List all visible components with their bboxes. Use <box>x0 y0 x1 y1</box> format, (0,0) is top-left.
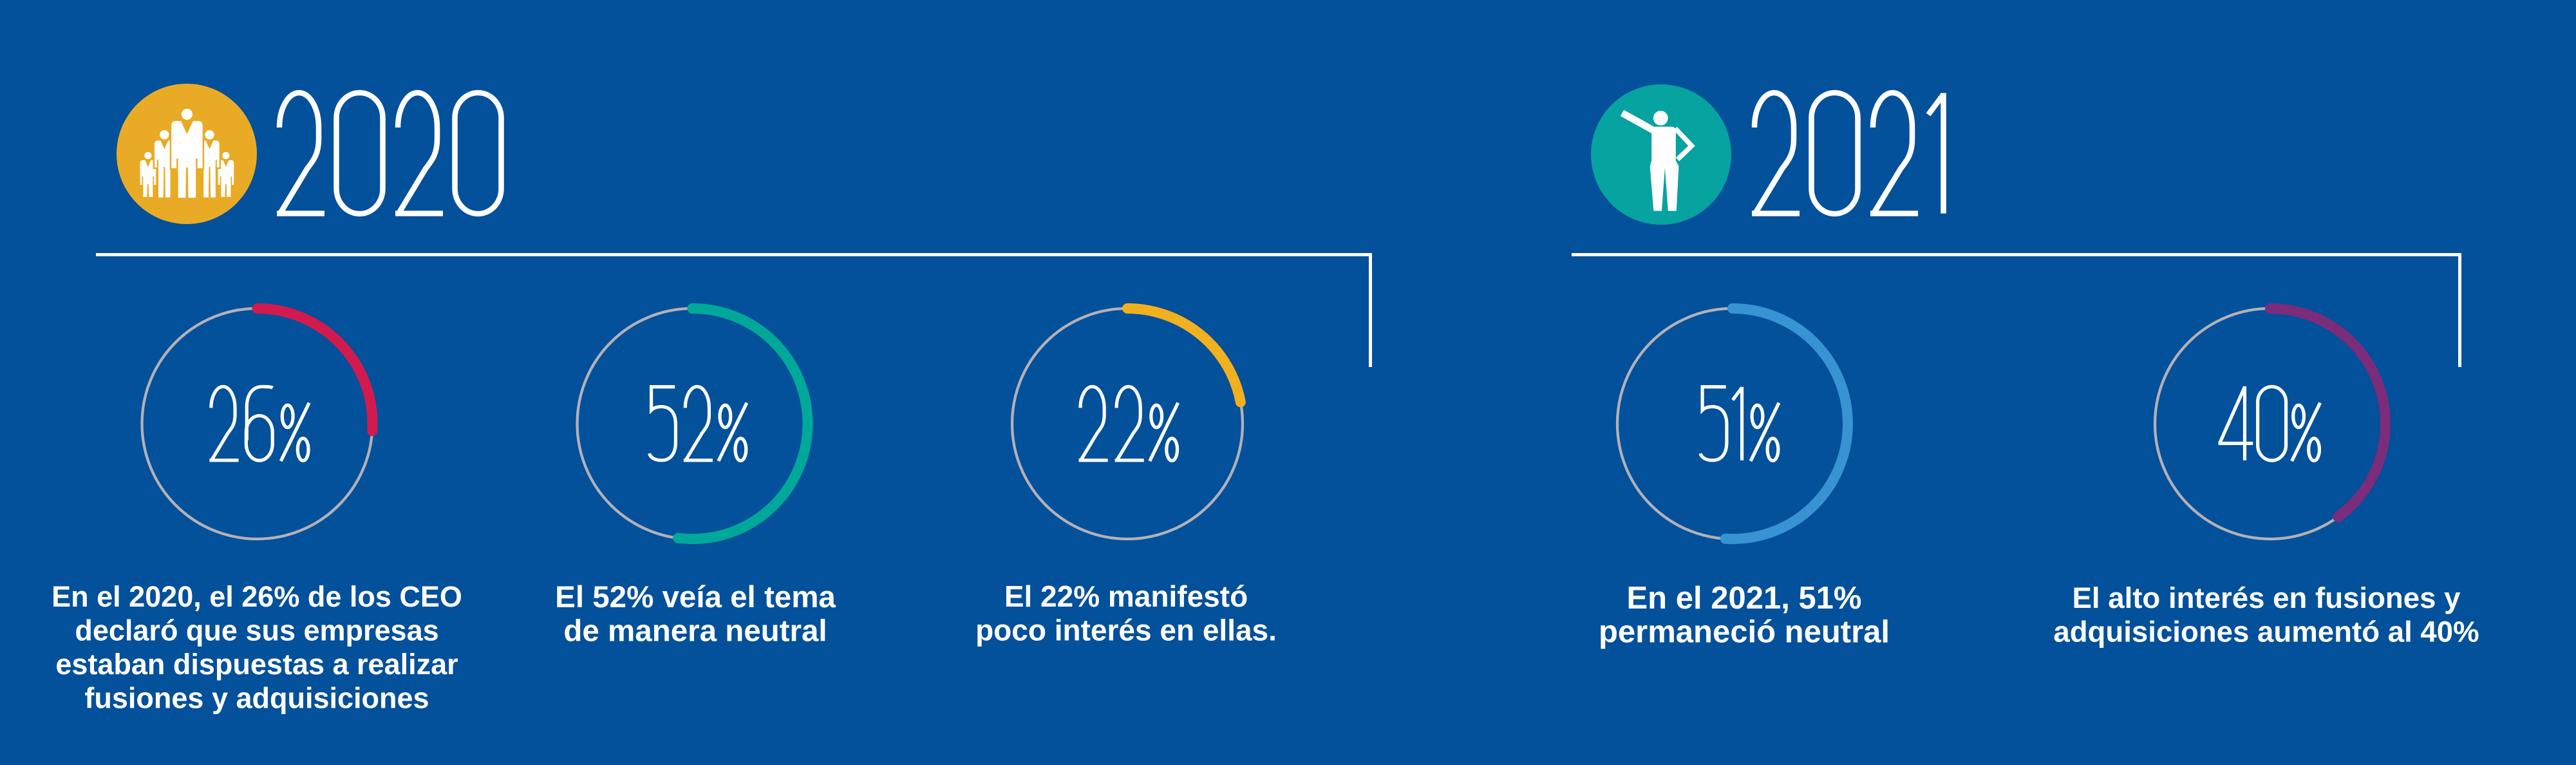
svg-text:El alto interés en fusiones ya: El alto interés en fusiones y adquisicion… <box>2053 581 2479 648</box>
svg-text:En el 2021, 51%permaneció neut: En el 2021, 51% permaneció neutral <box>1599 581 1890 650</box>
